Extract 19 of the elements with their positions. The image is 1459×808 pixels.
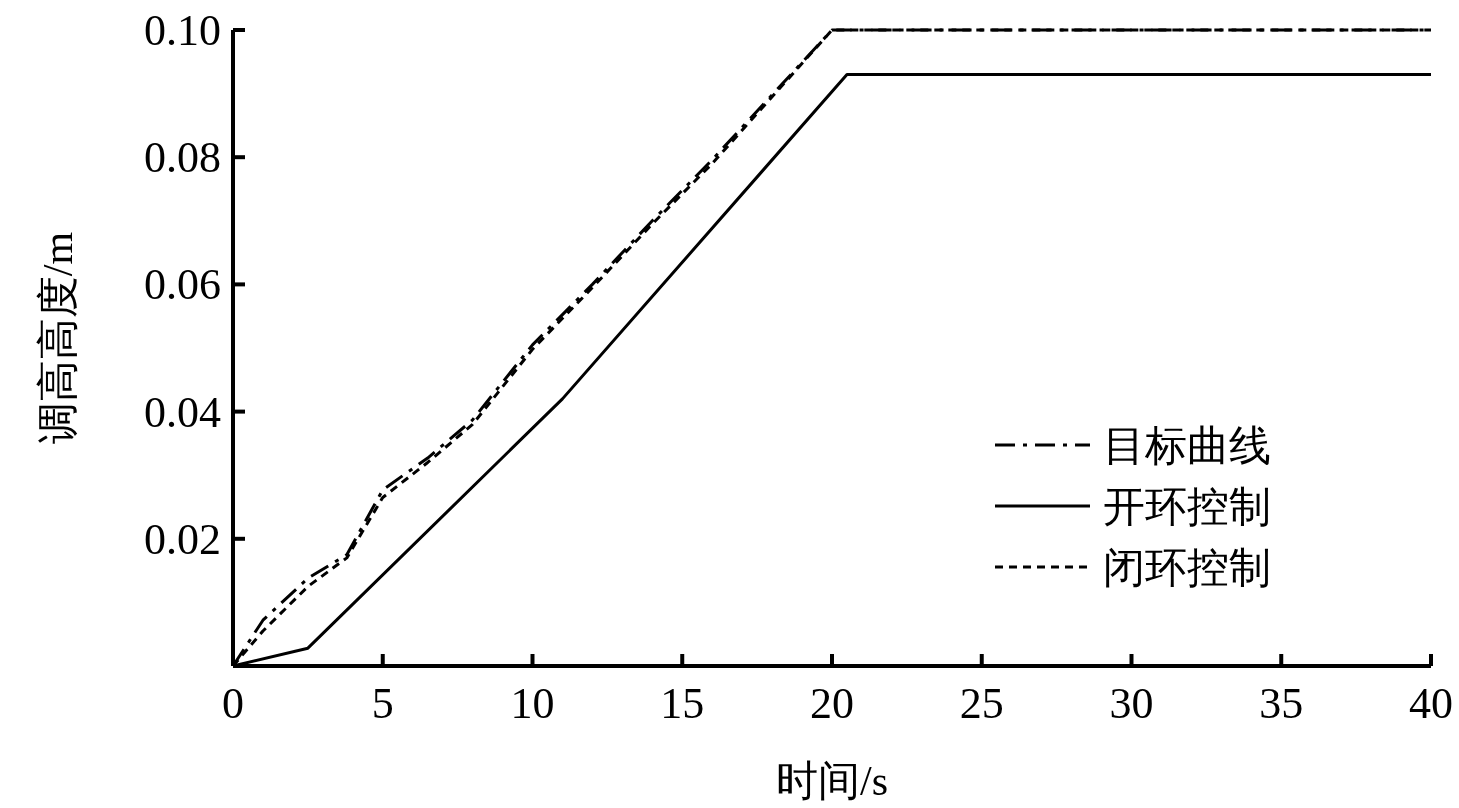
y-tick-label: 0.02 — [144, 514, 221, 564]
x-axis-title: 时间/s — [775, 758, 889, 804]
x-tick-label: 10 — [510, 679, 555, 728]
legend-label: 开环控制 — [1103, 484, 1271, 530]
x-tick-label: 5 — [371, 679, 394, 728]
y-tick-label: 0.04 — [144, 387, 221, 437]
x-tick-label: 15 — [660, 679, 705, 728]
x-tick-label: 40 — [1409, 679, 1453, 728]
x-tick-label: 30 — [1109, 679, 1154, 728]
y-axis-title: 调高高度/m — [35, 231, 81, 445]
x-tick-label: 25 — [959, 679, 1004, 728]
legend-label: 目标曲线 — [1103, 423, 1271, 469]
x-tick-label: 0 — [222, 679, 244, 728]
y-tick-label: 0.06 — [144, 260, 221, 310]
y-tick-label: 0.10 — [144, 6, 221, 55]
y-tick-label: 0.08 — [144, 133, 221, 183]
x-tick-label: 20 — [810, 679, 854, 728]
x-tick-label: 35 — [1259, 679, 1304, 728]
legend-label: 闭环控制 — [1103, 545, 1271, 591]
